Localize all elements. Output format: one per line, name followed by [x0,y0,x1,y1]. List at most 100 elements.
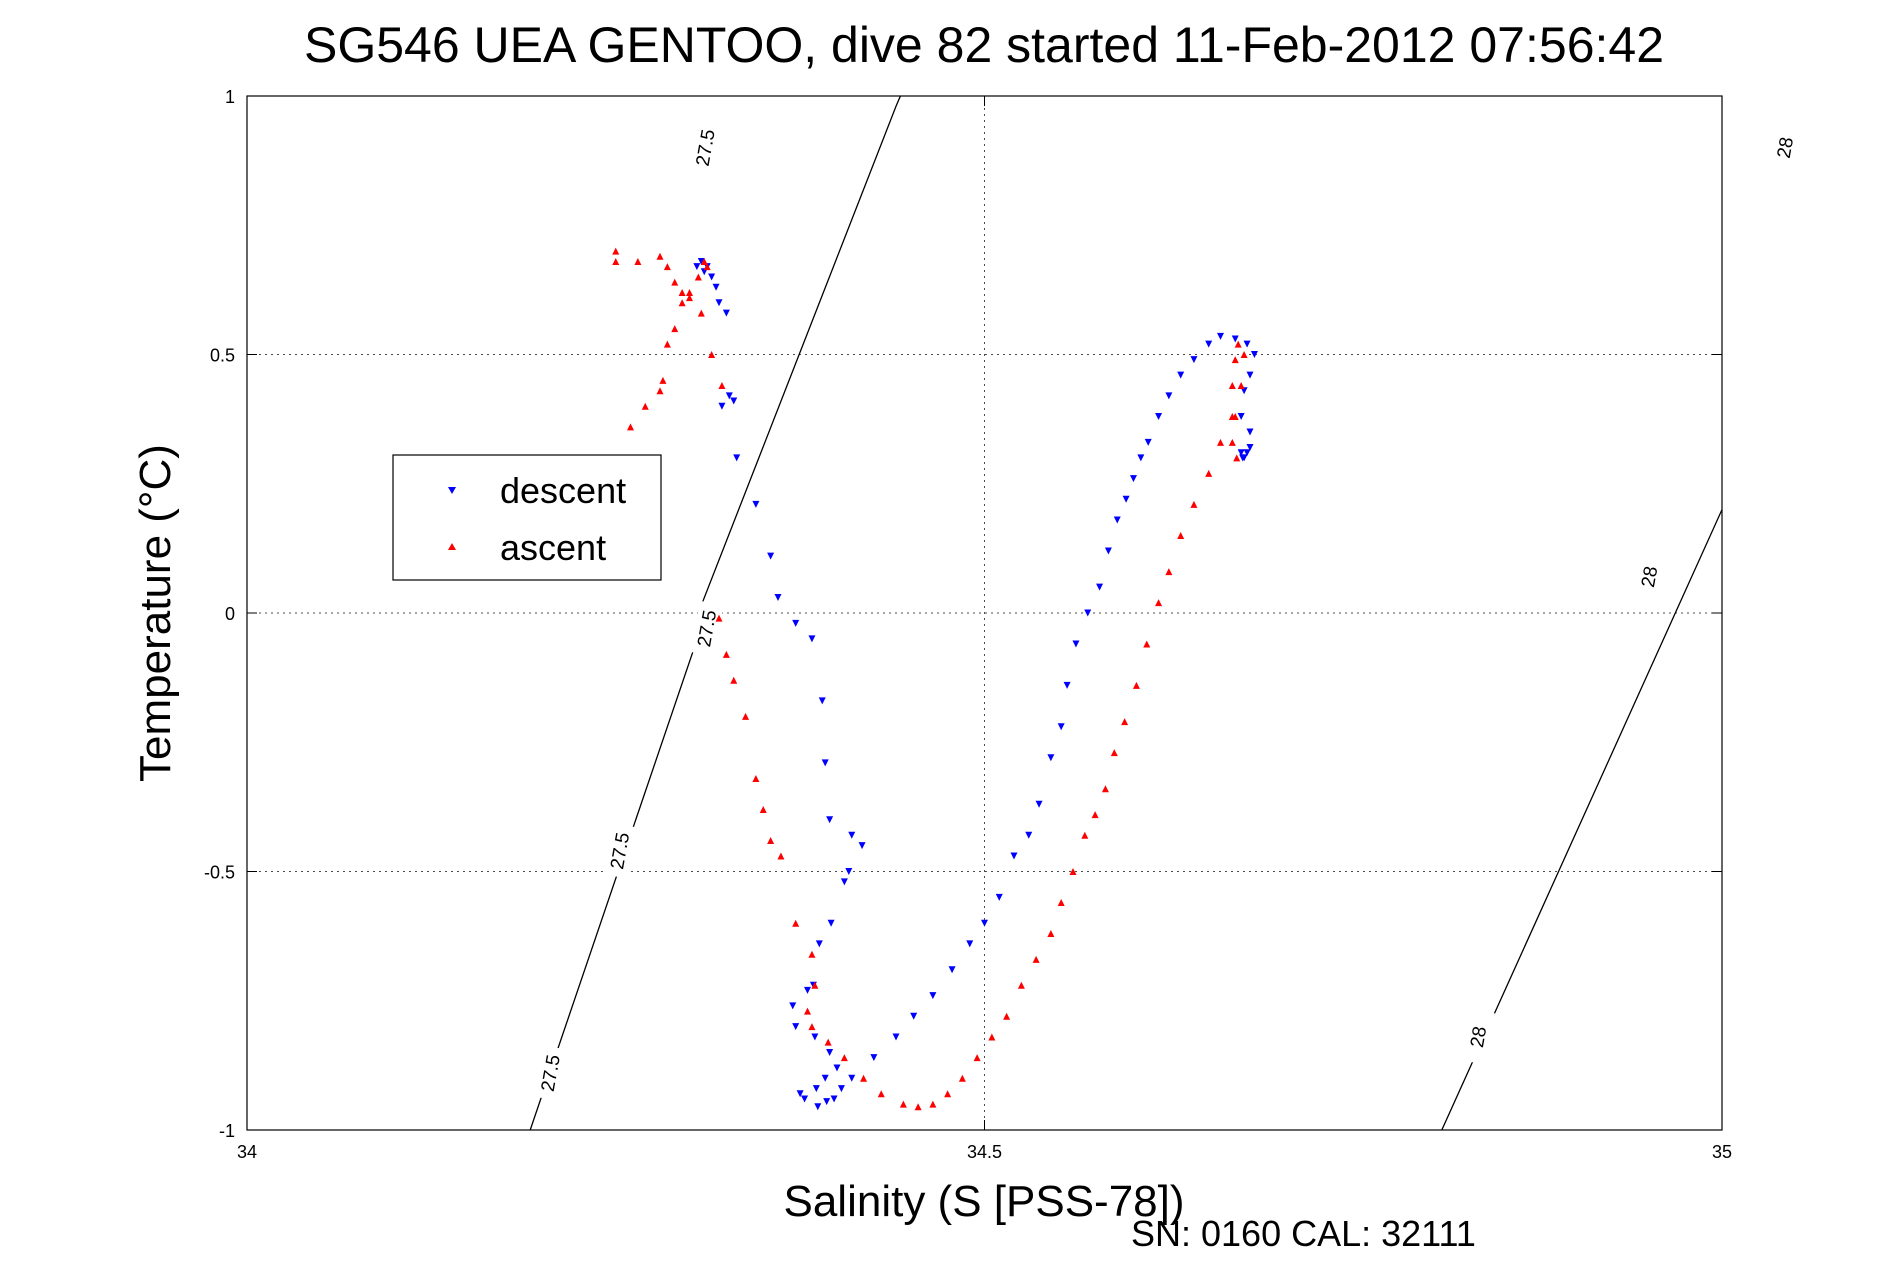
y-tick-label-3: 0.5 [210,346,235,366]
ascent-point [1057,899,1065,907]
descent-point [804,986,811,994]
descent-point [966,940,974,948]
ascent-point [1237,382,1245,390]
descent-point [848,1074,856,1082]
descent-point [808,635,816,643]
ascent-point [708,351,716,358]
ascent-point [1110,749,1118,757]
descent-point [730,397,738,405]
ascent-point [840,1054,848,1062]
ascent-point [659,376,667,384]
contour-label-bg-5 [1633,549,1667,605]
ascent-point [656,387,664,395]
descent-point [948,966,956,974]
ascent-point [929,1100,937,1108]
contour-label-bg-6 [1769,120,1802,176]
ascent-point [1032,955,1040,963]
descent-point [1155,413,1163,421]
y-axis-ticks: -1 -0.5 0 0.5 1 [204,87,1722,1141]
descent-point [733,454,741,462]
descent-point [1231,335,1239,343]
contour-label-bg-0 [534,1045,568,1101]
descent-point [1243,340,1251,348]
ascent-point [663,340,671,348]
ascent-point [877,1090,885,1098]
descent-point [1250,351,1258,358]
descent-point [693,263,701,271]
descent-point [1243,449,1251,457]
descent-point [1057,723,1065,731]
ascent-point [694,273,702,281]
descent-point [1190,356,1198,364]
descent-point [1113,516,1121,524]
descent-point [981,919,988,927]
ascent-point [1233,454,1241,462]
ascent-point [1234,340,1242,348]
ascent-point [759,805,767,813]
ascent-point [944,1090,952,1098]
ascent-point [973,1054,981,1062]
descent-point [1246,371,1254,379]
descent-point [801,1095,809,1103]
ascent-point [730,676,738,684]
descent-point [1217,332,1224,340]
descent-point [845,868,853,875]
descent-point [837,1085,845,1093]
descent-point [1084,609,1092,617]
ascent-point [1121,718,1129,726]
ascent-point [1155,599,1163,607]
descent-point [792,1023,800,1031]
descent-point [1025,831,1033,839]
ascent-point [808,950,816,958]
contour-label-bg-3 [689,120,723,176]
ascent-points [612,247,1248,1111]
descent-point [1104,547,1112,555]
descent-point [830,1095,838,1103]
contour-line-28 [1441,507,1722,1130]
descent-point [1122,495,1130,503]
descent-point [718,402,726,410]
ascent-point [656,252,664,260]
y-tick-label-4: 1 [225,87,235,107]
descent-points [693,257,1258,1111]
ascent-point [804,1007,811,1015]
descent-point [848,831,856,839]
ascent-point [824,1038,832,1046]
ascent-point [1081,831,1089,839]
x-tick-label-2: 35 [1712,1142,1732,1162]
descent-point [1246,428,1254,436]
ascent-point [767,836,775,844]
ascent-point [1132,681,1140,689]
x-axis-ticks: 34 34.5 35 [237,96,1732,1162]
ascent-point [1069,868,1077,875]
ascent-point [641,402,649,410]
ascent-point [700,257,708,265]
descent-point [818,697,826,705]
ascent-point [899,1100,907,1108]
y-tick-label-2: 0 [225,604,235,624]
descent-point [722,309,730,317]
ascent-point [1047,930,1055,938]
descent-point [708,273,716,281]
descent-point [1246,444,1254,452]
ascent-point [612,257,620,265]
ascent-point [1205,469,1213,477]
contour-label-6: 28 [1774,136,1798,160]
ascent-point [811,981,819,989]
descent-point [995,893,1003,901]
ascent-point [718,382,726,390]
descent-point [1237,449,1245,457]
grid-lines [247,96,1722,1130]
descent-point [1063,681,1071,689]
descent-point [725,392,733,400]
descent-point [821,759,829,767]
legend-ascent-label: ascent [500,527,606,568]
ascent-point [627,423,634,431]
ascent-point [1003,1012,1011,1020]
descent-point [892,1033,900,1041]
contour-label-bg-1 [603,823,637,879]
legend-descent-label: descent [500,470,626,511]
descent-point [858,842,866,850]
